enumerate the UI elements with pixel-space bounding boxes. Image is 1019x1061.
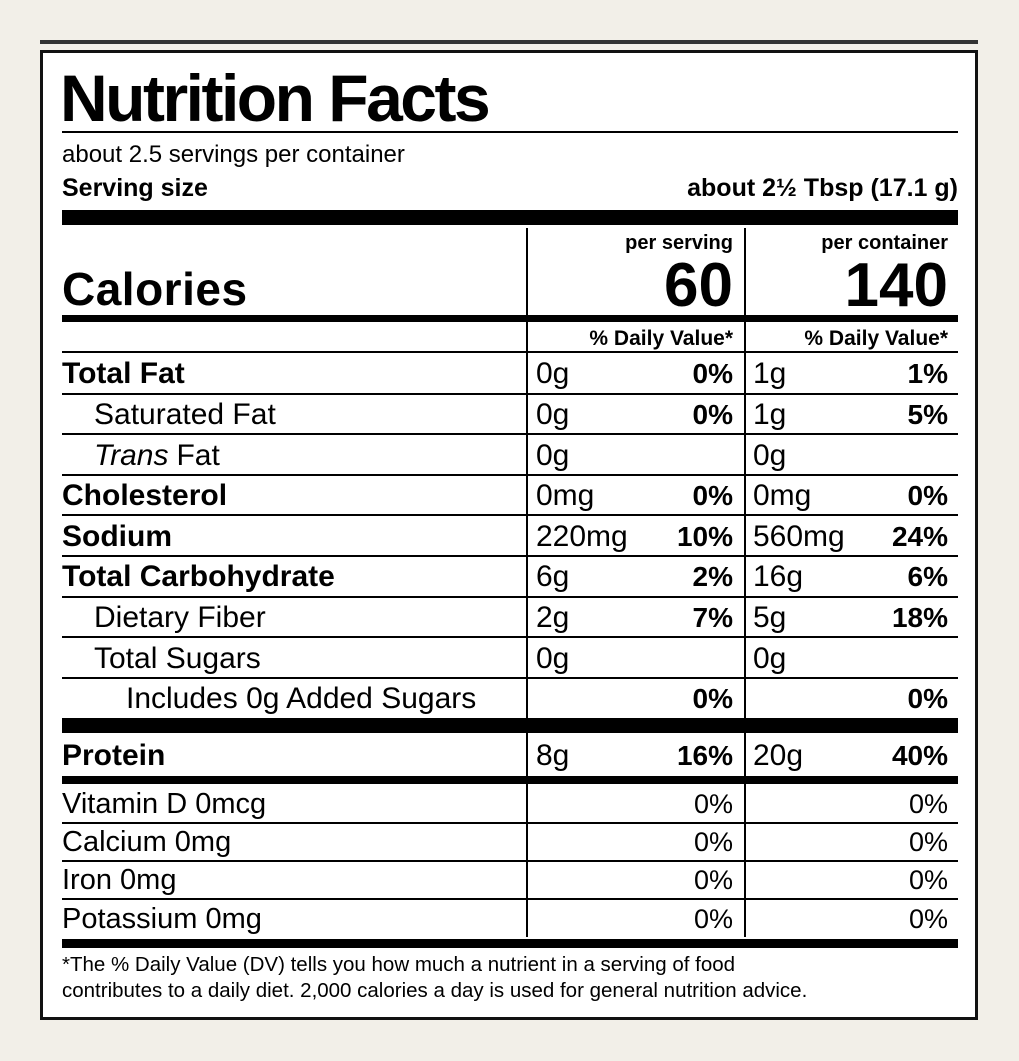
amount: 1g [753,357,787,391]
amount: 5g [753,600,787,634]
daily-value: 10% [676,520,733,552]
amount: 0g [536,438,570,472]
daily-value: 0% [693,903,733,934]
thin-rule [62,514,958,517]
mineral-name: Vitamin D 0mcg [62,788,267,820]
amount: 1g [753,397,787,431]
nutrient-name-italic: Trans [94,438,169,472]
amount: 0mg [536,479,595,513]
amount: 8g [536,738,570,772]
column-divider [744,228,746,719]
daily-value: 0% [693,865,733,896]
daily-value: 24% [891,520,948,552]
thin-rule [62,595,958,598]
nutrient-name: Total Carbohydrate [62,560,335,594]
nutrition-label: Nutrition Facts about 2.5 servings per co… [40,50,978,1020]
column-divider [744,784,746,938]
amount: 220mg [536,519,628,553]
amount: 0g [753,641,787,675]
amount: 0g [536,397,570,431]
nutrient-name: Protein [62,738,166,772]
daily-value: 1% [907,358,948,390]
daily-value: 0% [692,358,733,390]
amount: 20g [753,738,804,772]
mineral-name: Potassium 0mg [62,902,262,935]
thick-rule [62,939,958,949]
serving-size: about 2½ Tbsp (17.1 g) [687,173,958,202]
nutrient-name: Saturated Fat [94,397,276,431]
thin-rule [62,131,958,133]
thin-rule [62,392,958,395]
amount: 16g [753,560,804,594]
nutrient-name: Dietary Fiber [94,600,266,634]
nutrient-name: Includes 0g Added Sugars [126,682,477,716]
thin-rule [62,636,958,639]
amount: 6g [536,560,570,594]
amount: 560mg [753,519,845,553]
daily-value: 6% [907,561,948,593]
footnote: *The % Daily Value (DV) tells you how mu… [62,952,736,976]
thin-rule [62,555,958,557]
daily-value: 7% [692,601,733,633]
daily-value: 0% [908,903,948,934]
calories-value: 140 [844,251,948,320]
thin-rule [62,821,958,824]
thin-rule [62,351,958,353]
daily-value: 0% [908,789,948,819]
daily-value: 16% [676,739,733,771]
amount: 0g [536,357,570,391]
medium-rule [62,315,958,322]
amount: 0mg [753,479,812,513]
dv-heading: % Daily Value* [804,326,948,350]
daily-value: 0% [693,789,733,819]
title: Nutrition Facts [60,61,491,135]
nutrient-name: Fat [176,438,220,472]
daily-value: 0% [907,480,948,512]
amount: 2g [536,600,570,634]
daily-value: 18% [891,601,948,633]
column-divider [526,784,528,938]
daily-value: 0% [908,865,948,896]
column-divider [526,228,528,719]
nutrient-name: Total Sugars [94,641,261,675]
daily-value: 0% [692,398,733,430]
daily-value: 0% [907,683,948,715]
daily-value: 0% [692,480,733,512]
nutrient-name: Total Fat [62,357,185,391]
thin-rule [62,473,958,476]
daily-value: 0% [692,683,733,715]
mineral-name: Calcium 0mg [62,826,232,859]
thick-rule [62,210,958,225]
nutrient-name: Cholesterol [62,479,228,513]
servings: about 2.5 servings per container [62,141,405,168]
amount: 0g [753,438,787,472]
column-divider [744,733,746,777]
thin-rule [62,898,958,900]
daily-value: 5% [907,398,948,430]
nutrient-name: Sodium [62,519,172,553]
dv-heading: % Daily Value* [589,326,733,350]
daily-value: 40% [891,739,948,771]
column-heading: per container [821,232,948,254]
daily-value: 0% [693,827,733,858]
thin-rule [62,859,958,862]
serving-size-label: Serving size [62,173,208,202]
thick-rule [62,718,958,734]
top-rule [40,40,978,44]
daily-value: 0% [908,827,948,858]
footnote: contributes to a daily diet. 2,000 calor… [62,978,808,1002]
calories-label: Calories [62,263,248,315]
thin-rule [62,433,958,436]
column-heading: per serving [625,232,733,254]
column-divider [526,733,528,777]
thin-rule [62,676,958,679]
amount: 0g [536,641,570,675]
daily-value: 2% [692,561,733,593]
calories-value: 60 [664,251,733,320]
medium-rule [62,776,958,785]
mineral-name: Iron 0mg [62,864,177,897]
